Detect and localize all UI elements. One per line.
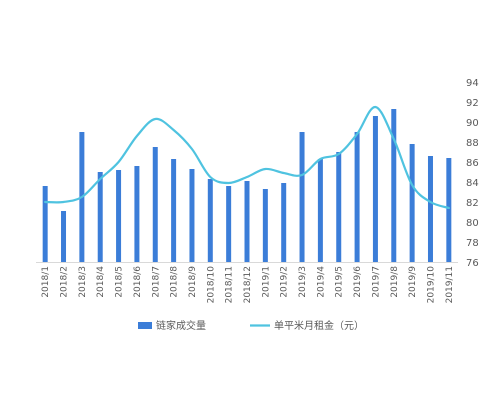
x-tick-label: 2019/8	[390, 266, 400, 298]
x-tick-label: 2019/3	[298, 266, 308, 298]
legend-bar-swatch	[138, 322, 152, 329]
x-tick-label: 2018/2	[60, 266, 70, 298]
x-tick-label: 2018/10	[206, 266, 216, 304]
bar-2018-4	[98, 172, 103, 262]
bar-2018-5	[116, 170, 121, 262]
y-tick-label: 92	[466, 98, 479, 109]
bar-2019-3	[300, 132, 305, 262]
legend-line-label: 单平米月租金（元）	[274, 319, 364, 332]
x-tick-label: 2018/8	[170, 266, 180, 298]
bar-2018-7	[153, 147, 158, 262]
bar-2018-9	[189, 169, 194, 262]
bar-2018-1	[43, 186, 48, 262]
y-tick-label: 80	[466, 218, 479, 229]
bar-2019-1	[263, 189, 268, 262]
x-tick-label: 2019/10	[426, 266, 436, 304]
bar-2018-10	[208, 179, 213, 262]
x-tick-label: 2018/9	[188, 266, 198, 298]
x-tick-label: 2018/11	[225, 266, 235, 303]
x-tick-label: 2018/4	[96, 266, 106, 298]
x-tick-label: 2018/12	[243, 266, 253, 303]
bar-2018-11	[226, 186, 231, 262]
x-tick-label: 2018/6	[133, 266, 143, 298]
bar-2018-8	[171, 159, 176, 262]
x-axis: 2018/1 2018/2 2018/3 2018/4 2018/5 2018/6 2018…	[36, 263, 458, 304]
x-tick-label: 2019/5	[335, 266, 345, 298]
y-tick-label: 86	[466, 158, 479, 169]
legend-bar-label: 链家成交量	[156, 319, 206, 332]
x-tick-label: 2019/4	[316, 266, 326, 298]
bar-2019-11	[446, 158, 451, 262]
y-tick-label: 78	[466, 238, 479, 249]
bar-2019-10	[428, 156, 433, 262]
bar-2019-7	[373, 116, 378, 262]
bar-2019-2	[281, 183, 286, 262]
y-tick-label: 90	[466, 118, 479, 129]
x-tick-label: 2019/2	[280, 266, 290, 298]
x-tick-label: 2018/7	[151, 266, 161, 298]
y-tick-label: 94	[466, 78, 479, 89]
x-tick-label: 2018/5	[115, 266, 125, 298]
y-tick-label: 82	[466, 198, 479, 209]
bar-2019-9	[410, 144, 415, 262]
bar-2019-6	[355, 132, 360, 262]
y-tick-label: 84	[466, 178, 479, 189]
x-tick-label: 2019/11	[445, 266, 455, 303]
y-axis: 76 78 80 82 84 86 88 90 92 94	[466, 78, 479, 269]
bar-2018-2	[61, 211, 66, 262]
x-tick-label: 2019/1	[261, 266, 271, 298]
y-tick-label: 88	[466, 138, 479, 149]
legend: 链家成交量 单平米月租金（元）	[138, 319, 364, 332]
x-tick-label: 2019/6	[353, 266, 363, 298]
bar-2019-5	[336, 152, 341, 262]
bar-2018-6	[134, 166, 139, 262]
x-tick-label: 2019/7	[371, 266, 381, 298]
bar-2018-12	[245, 181, 250, 262]
y-tick-label: 76	[466, 258, 479, 269]
x-tick-label: 2019/9	[408, 266, 418, 298]
bar-2019-4	[318, 159, 323, 262]
x-tick-label: 2018/1	[41, 266, 51, 298]
bar-2019-8	[391, 109, 396, 262]
x-tick-label: 2018/3	[78, 266, 88, 298]
